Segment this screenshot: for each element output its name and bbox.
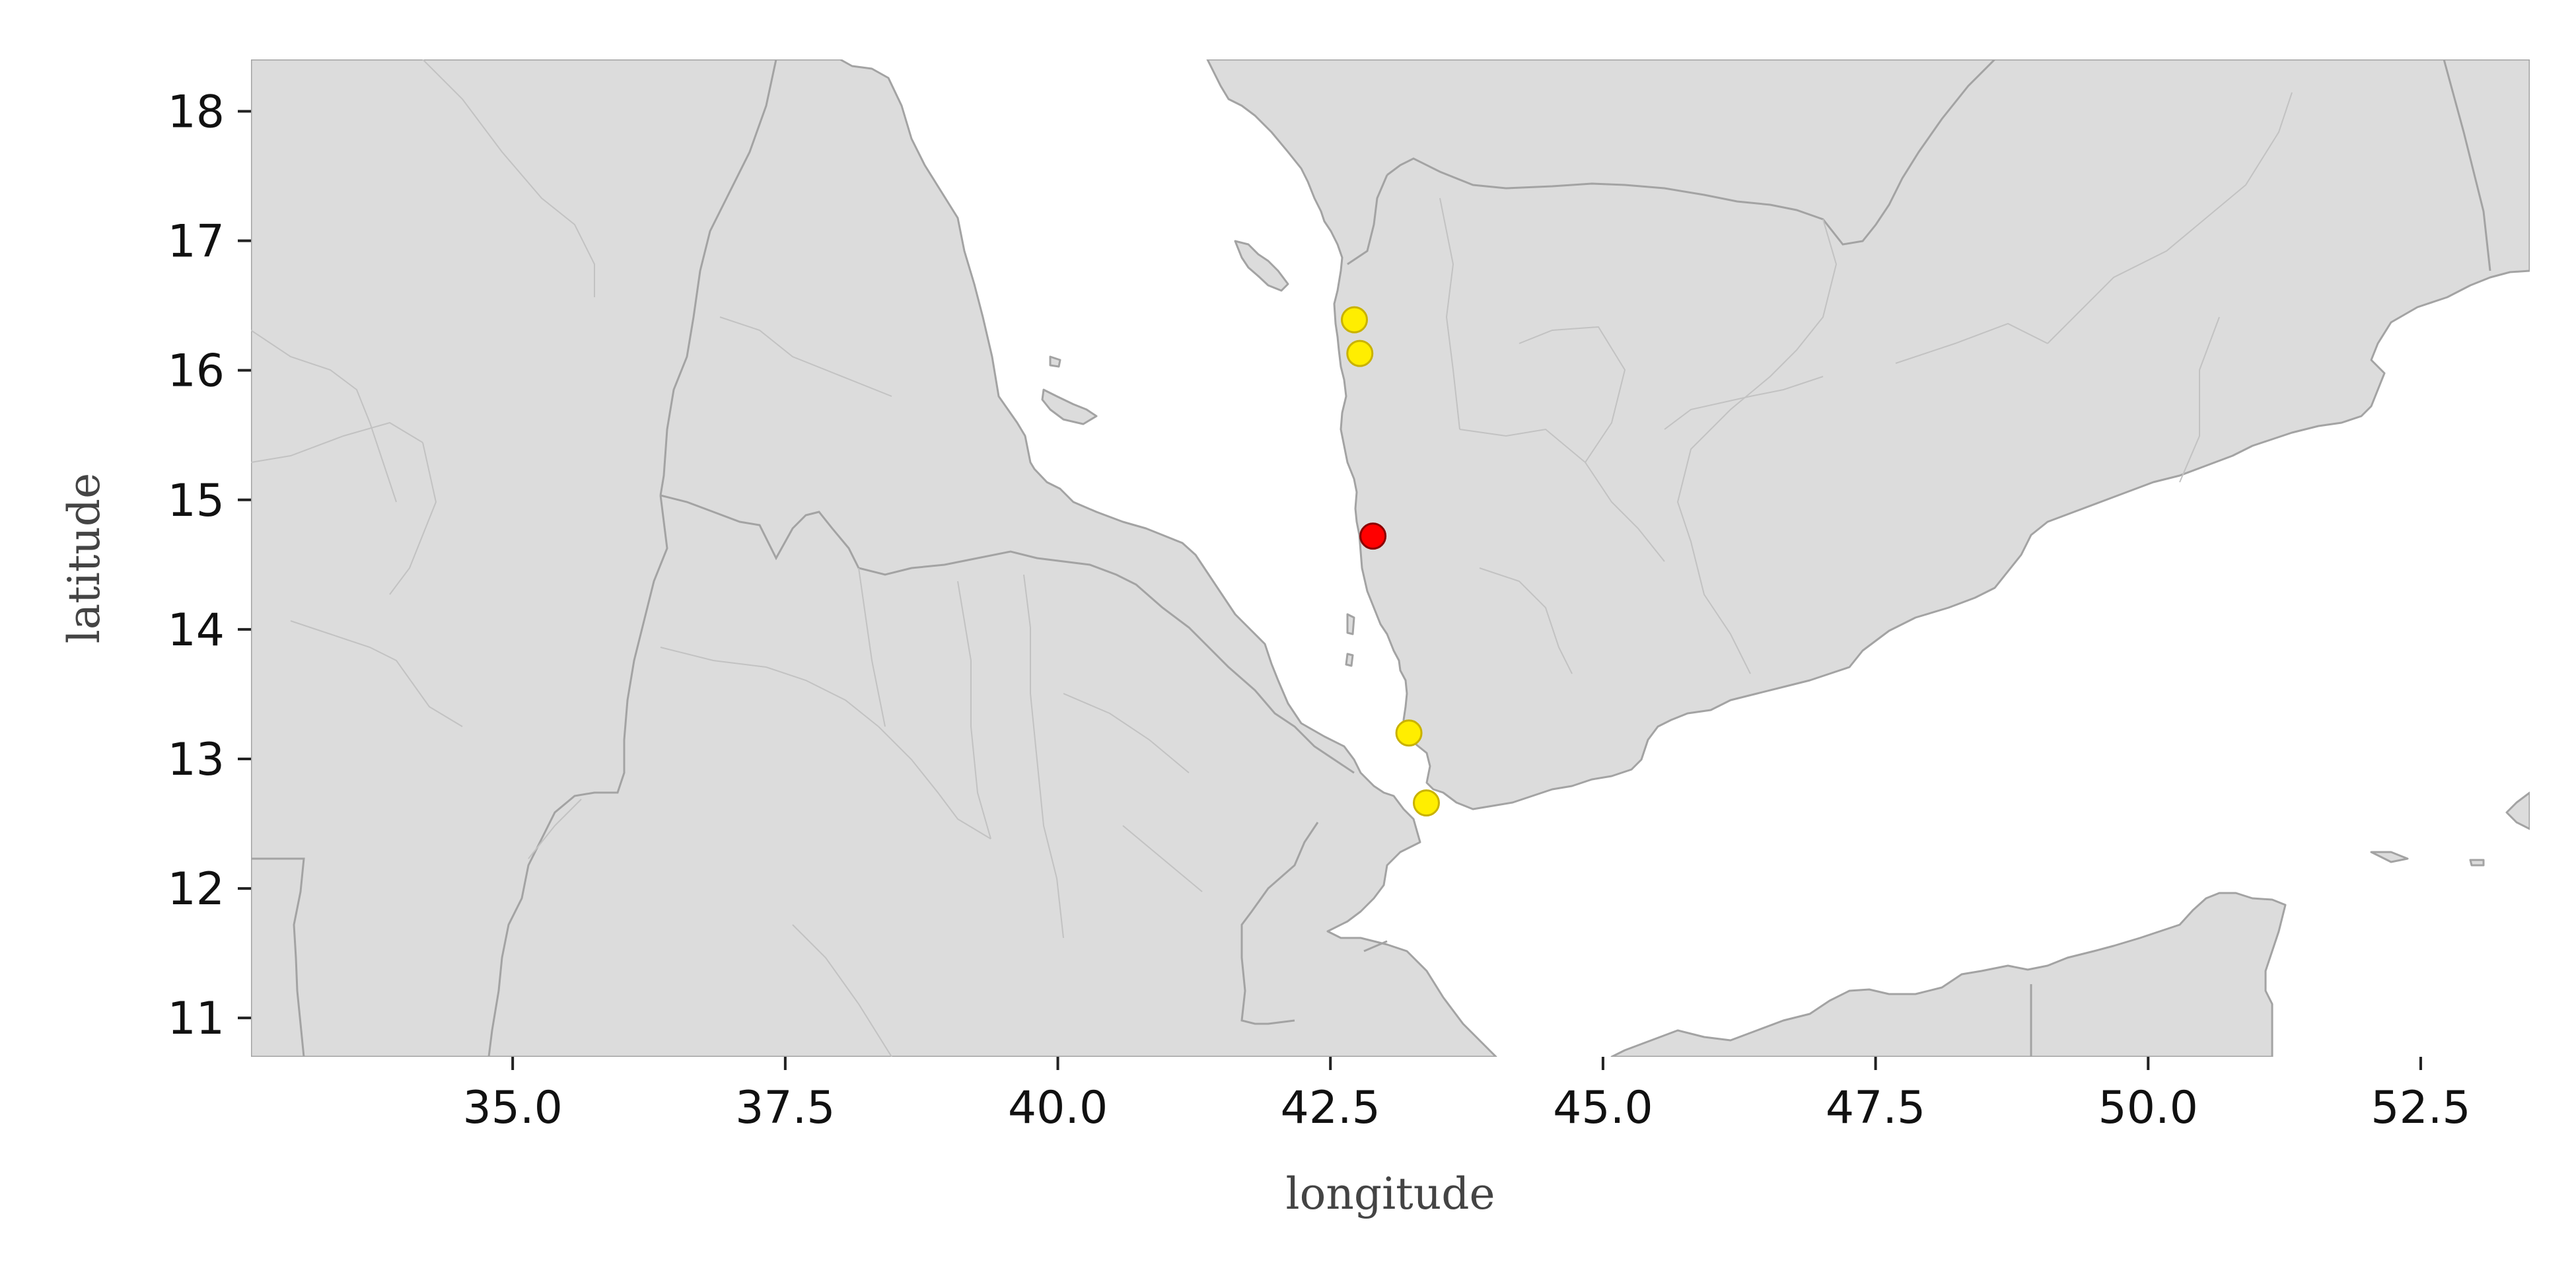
- map-plot-area: [251, 59, 2530, 1057]
- landmass-arabia: [1206, 59, 2530, 810]
- y-tick-label: 17: [167, 216, 225, 268]
- country-borders-arabia: [1347, 59, 2491, 271]
- landmass-socotra: [2505, 791, 2530, 830]
- x-tick-label: 45.0: [1553, 1082, 1653, 1134]
- y-tick-label: 16: [167, 345, 225, 398]
- x-tick-label: 52.5: [2371, 1082, 2470, 1134]
- island-dahlak-small: [1049, 355, 1061, 368]
- location-point: [1412, 789, 1440, 817]
- x-axis: 35.0 37.5 40.0 42.5 45.0 47.5 50.0 52.5: [462, 1057, 2471, 1134]
- x-axis-title: longitude: [1285, 1168, 1495, 1219]
- island-zuqar: [1346, 613, 1355, 635]
- island-abd-al-kuri-a: [2370, 851, 2409, 863]
- y-tick-label: 14: [167, 604, 225, 657]
- y-tick-label: 11: [167, 993, 225, 1045]
- y-tick-label: 15: [167, 475, 225, 527]
- x-tick-label: 40.0: [1008, 1082, 1108, 1134]
- admin-boundaries: [251, 59, 2293, 1057]
- location-point: [1395, 719, 1423, 747]
- y-tick-label: 12: [167, 863, 225, 915]
- x-tick-label: 47.5: [1826, 1082, 1925, 1134]
- country-borders: [251, 59, 2032, 1057]
- location-point: [1341, 306, 1369, 334]
- y-tick-label: 18: [167, 86, 225, 138]
- island-abd-al-kuri-b: [2469, 859, 2485, 867]
- landmass-somalia-north: [1610, 892, 2287, 1057]
- island-farasan: [1234, 240, 1289, 292]
- x-tick-label: 50.0: [2098, 1082, 2198, 1134]
- island-dahlak: [1041, 388, 1098, 425]
- location-point: [1346, 340, 1374, 367]
- x-tick-label: 37.5: [735, 1082, 835, 1134]
- y-axis-title: latitude: [59, 473, 110, 643]
- island-hanish: [1345, 653, 1354, 667]
- highlight-point: [1359, 522, 1387, 550]
- y-axis: 11 12 13 14 15 16 17 18: [167, 86, 251, 1045]
- y-tick-label: 13: [167, 734, 225, 786]
- x-tick-label: 42.5: [1281, 1082, 1380, 1134]
- points-layer: [1341, 306, 1440, 817]
- x-tick-label: 35.0: [462, 1082, 562, 1134]
